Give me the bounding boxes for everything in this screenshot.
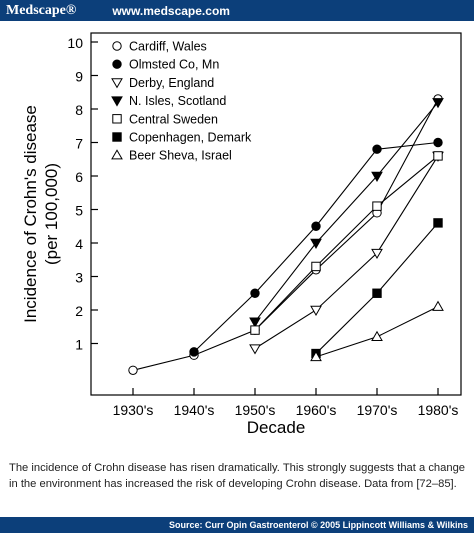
legend-label: Beer Sheva, Israel: [129, 149, 232, 163]
series-4: [249, 98, 444, 328]
x-axis-title: Decade: [247, 418, 306, 437]
series-5: [250, 151, 443, 335]
y-tick-label: 4: [75, 236, 83, 252]
y-tick-label: 8: [75, 102, 83, 118]
data-point: [249, 344, 261, 355]
y-tick-label: 1: [75, 337, 83, 353]
data-point: [189, 347, 199, 357]
data-point: [310, 305, 322, 317]
y-tick-label: 6: [75, 169, 83, 185]
y-tick-label: 10: [67, 35, 83, 51]
legend-marker: [112, 132, 122, 142]
data-point: [249, 317, 261, 328]
legend-marker: [112, 41, 122, 51]
data-point: [128, 365, 138, 375]
legend-label: Cardiff, Wales: [129, 40, 207, 54]
y-tick-label: 7: [75, 136, 83, 152]
data-point: [310, 238, 322, 250]
series-line: [254, 155, 439, 331]
legend-marker: [112, 114, 122, 124]
data-point: [250, 325, 260, 335]
legend-marker: [111, 149, 123, 160]
legend-marker: [111, 96, 123, 107]
x-tick-label: 1980's: [418, 402, 459, 418]
data-point: [372, 201, 382, 211]
y-tick-label: 5: [75, 203, 83, 219]
site-url-link[interactable]: www.medscape.com: [112, 3, 230, 18]
legend-label: Central Sweden: [129, 112, 218, 126]
data-point: [432, 300, 444, 311]
y-tick-label: 2: [75, 303, 83, 319]
data-point: [372, 288, 382, 298]
legend: Cardiff, Wales Olmsted Co, Mn Derby, Engla…: [111, 40, 252, 163]
figure-caption: The incidence of Crohn disease has risen…: [9, 462, 466, 490]
data-point: [250, 288, 260, 298]
source-footer: Source: Curr Opin Gastroenterol © 2005 L…: [0, 517, 474, 533]
y-tick-label: 9: [75, 69, 83, 85]
data-point: [433, 218, 443, 228]
data-point: [432, 98, 444, 109]
y-axis-title-line2: (per 100,000): [42, 163, 61, 265]
data-point: [371, 171, 383, 183]
series-7: [310, 300, 444, 362]
crohns-incidence-chart: 1 2 3 4 5 6 7 8 9 10 1930's 1940's 1950's 1960's 1970…: [21, 32, 462, 437]
legend-marker: [111, 78, 123, 89]
series-line: [254, 101, 439, 323]
x-tick-label: 1970's: [357, 402, 398, 418]
data-point: [433, 137, 443, 148]
series-2: [189, 137, 443, 357]
data-point: [311, 261, 321, 272]
legend-label: Derby, England: [129, 76, 214, 90]
legend-label: Copenhagen, Demark: [129, 131, 252, 145]
series-line: [132, 98, 439, 371]
legend-marker: [112, 59, 122, 69]
x-tick-label: 1930's: [113, 402, 154, 418]
y-axis-title-line1: Incidence of Crohn's disease: [21, 105, 40, 323]
y-tick-label: 3: [75, 270, 83, 286]
data-point: [371, 330, 383, 341]
top-banner: Medscape® www.medscape.com: [0, 0, 474, 21]
legend-label: Olmsted Co, Mn: [129, 58, 219, 72]
x-tick-label: 1960's: [296, 402, 337, 418]
medscape-logo: Medscape®: [6, 2, 77, 18]
legend-label: N. Isles, Scotland: [129, 94, 226, 108]
x-tick-label: 1950's: [235, 402, 276, 418]
data-point: [311, 221, 321, 231]
data-point: [433, 151, 443, 161]
x-axis-ticks: 1930's 1940's 1950's 1960's 1970's 1980's: [113, 388, 459, 418]
data-point: [371, 248, 383, 260]
series-layer: [128, 94, 444, 375]
series-line: [254, 155, 439, 349]
plot-frame: [90, 32, 462, 396]
data-point: [310, 350, 322, 362]
x-tick-label: 1940's: [174, 402, 215, 418]
data-point: [372, 144, 382, 154]
y-axis-ticks: 1 2 3 4 5 6 7 8 9 10: [67, 35, 98, 353]
